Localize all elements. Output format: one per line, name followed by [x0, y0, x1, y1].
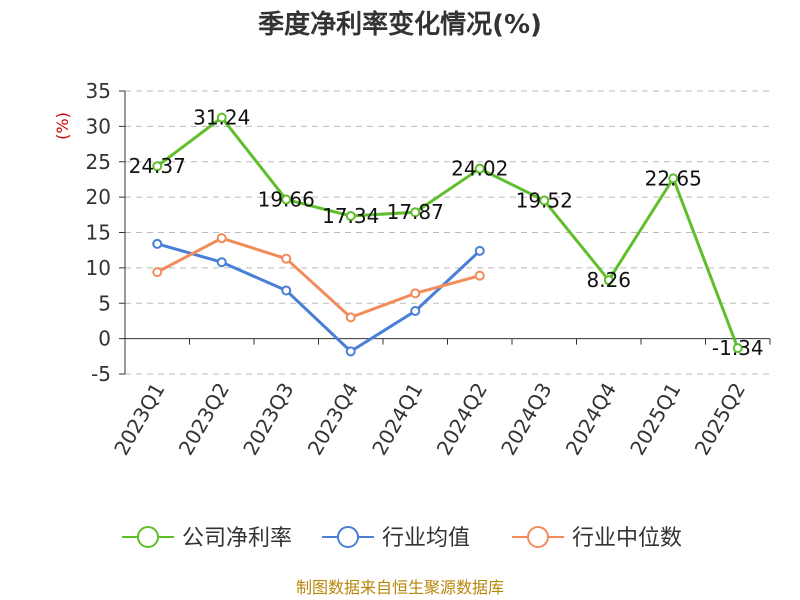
legend[interactable]: 公司净利率 行业均值 行业中位数 [122, 526, 682, 551]
data-point[interactable] [345, 210, 356, 221]
x-tick-label: 2024Q3 [496, 379, 556, 460]
source-note: 制图数据来自恒生聚源数据库 [296, 578, 504, 597]
legend-marker [527, 526, 549, 548]
legend-item[interactable]: 行业均值 [322, 526, 470, 551]
data-point[interactable] [281, 285, 292, 296]
data-label: 24.37 [129, 154, 186, 178]
y-axis-ticks: 35 30 25 20 15 10 5 0 -5 [86, 79, 126, 386]
data-point[interactable] [474, 270, 485, 281]
legend-item[interactable]: 公司净利率 [122, 526, 292, 551]
data-point[interactable] [152, 161, 163, 172]
x-axis: 2023Q1 2023Q2 2023Q3 2023Q4 2024Q1 2024Q2 2024… [109, 338, 771, 460]
legend-marker [137, 526, 159, 548]
data-point[interactable] [152, 267, 163, 278]
x-tick-label: 2024Q4 [561, 379, 621, 460]
x-tick-label: 2023Q2 [174, 379, 234, 460]
data-point[interactable] [216, 233, 227, 244]
y-tick-label: 15 [86, 221, 111, 245]
data-point[interactable] [732, 343, 743, 354]
x-tick-label: 2024Q1 [367, 379, 427, 460]
data-label: 19.52 [516, 189, 573, 213]
data-label: 8.26 [586, 268, 631, 292]
data-point[interactable] [410, 288, 421, 299]
data-label: 31.24 [193, 106, 250, 130]
x-tick-label: 2025Q1 [625, 379, 685, 460]
y-tick-label: 10 [86, 256, 111, 280]
data-label: 24.02 [451, 157, 508, 181]
y-tick-label: 25 [86, 150, 111, 174]
series-line-0 [156, 116, 740, 349]
y-tick-label: 20 [86, 185, 111, 209]
series-line-2 [156, 236, 481, 319]
y-tick-label: -5 [91, 362, 111, 386]
x-tick-label: 2024Q2 [432, 379, 492, 460]
data-label: 17.34 [322, 204, 379, 228]
gridlines [125, 90, 770, 375]
x-tick-label: 2023Q4 [303, 379, 363, 460]
data-point[interactable] [603, 275, 614, 286]
data-point[interactable] [152, 238, 163, 249]
data-labels: 24.37 31.24 19.66 17.34 17.87 24.02 19.52 8.26 2… [129, 106, 764, 361]
legend-label: 公司净利率 [182, 526, 292, 551]
chart-title: 季度净利率变化情况(%) [258, 9, 542, 40]
legend-marker [337, 526, 359, 548]
legend-label: 行业中位数 [572, 526, 682, 551]
x-tick-label: 2023Q1 [109, 379, 169, 460]
data-point[interactable] [410, 207, 421, 218]
data-point[interactable] [281, 253, 292, 264]
data-point[interactable] [345, 346, 356, 357]
legend-label: 行业均值 [382, 526, 470, 551]
data-label: -1.34 [712, 336, 764, 360]
data-label: 22.65 [645, 166, 702, 190]
x-tick-label: 2023Q3 [238, 379, 298, 460]
x-tick-label: 2025Q2 [690, 379, 750, 460]
data-point[interactable] [281, 194, 292, 205]
series-layer [152, 112, 743, 357]
series-line-1 [156, 242, 481, 353]
y-tick-label: 35 [86, 79, 111, 103]
y-tick-label: 30 [86, 114, 111, 138]
data-point[interactable] [216, 112, 227, 123]
data-label: 19.66 [258, 188, 315, 212]
data-point[interactable] [474, 245, 485, 256]
data-point[interactable] [539, 195, 550, 206]
data-point[interactable] [474, 163, 485, 174]
data-label: 17.87 [387, 200, 444, 224]
data-point[interactable] [216, 257, 227, 268]
y-axis-label: (%) [53, 112, 72, 140]
data-point[interactable] [345, 312, 356, 323]
data-point[interactable] [668, 173, 679, 184]
y-tick-label: 5 [98, 291, 111, 315]
legend-item[interactable]: 行业中位数 [512, 526, 682, 551]
data-point[interactable] [410, 306, 421, 317]
y-tick-label: 0 [98, 327, 111, 351]
